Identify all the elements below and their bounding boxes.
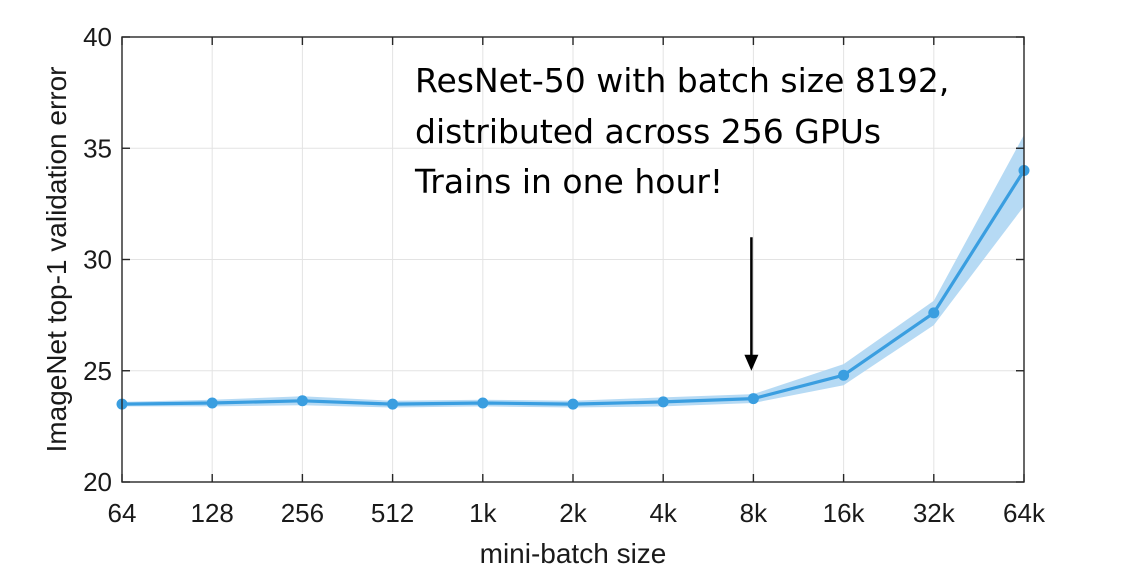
data-point-8k bbox=[747, 393, 759, 405]
x-tick-label-8k: 8k bbox=[740, 498, 768, 528]
axis-ticks bbox=[121, 36, 1025, 483]
x-tick-label-4k: 4k bbox=[649, 498, 677, 528]
x-tick-label-128: 128 bbox=[191, 498, 234, 528]
y-tick-label-30: 30 bbox=[83, 245, 112, 275]
data-point-32k bbox=[928, 307, 940, 319]
annotation-line-2: distributed across 256 GPUs bbox=[415, 112, 881, 151]
y-tick-label-25: 25 bbox=[83, 356, 112, 386]
x-tick-label-64: 64 bbox=[108, 498, 137, 528]
data-point-512 bbox=[387, 398, 399, 410]
grid bbox=[122, 37, 1024, 482]
annotation: ResNet-50 with batch size 8192, distribu… bbox=[414, 61, 949, 371]
x-tick-label-64k: 64k bbox=[1003, 498, 1046, 528]
annotation-arrow-head bbox=[744, 354, 759, 371]
y-tick-label-40: 40 bbox=[83, 22, 112, 52]
x-axis-label: mini-batch size bbox=[480, 538, 667, 569]
data-point-1k bbox=[477, 397, 489, 409]
data-point-2k bbox=[567, 398, 579, 410]
x-tick-label-1k: 1k bbox=[469, 498, 497, 528]
x-tick-label-512: 512 bbox=[371, 498, 414, 528]
y-axis-label: ImageNet top-1 validation error bbox=[41, 67, 72, 453]
x-tick-label-2k: 2k bbox=[559, 498, 587, 528]
y-tick-labels: 20 25 30 35 40 bbox=[83, 22, 112, 497]
x-tick-label-256: 256 bbox=[281, 498, 324, 528]
data-point-4k bbox=[657, 396, 669, 408]
data-point-128 bbox=[206, 397, 218, 409]
annotation-line-1: ResNet-50 with batch size 8192, bbox=[415, 61, 949, 100]
x-tick-label-16k: 16k bbox=[823, 498, 866, 528]
annotation-line-3: Trains in one hour! bbox=[414, 162, 723, 201]
data-point-16k bbox=[838, 369, 850, 381]
y-tick-label-35: 35 bbox=[83, 133, 112, 163]
data-points bbox=[116, 165, 1030, 410]
x-tick-labels: 64 128 256 512 1k 2k 4k 8k 16k 32k 64k bbox=[108, 498, 1046, 528]
y-tick-label-20: 20 bbox=[83, 467, 112, 497]
data-point-256 bbox=[296, 395, 308, 407]
x-tick-label-32k: 32k bbox=[913, 498, 956, 528]
